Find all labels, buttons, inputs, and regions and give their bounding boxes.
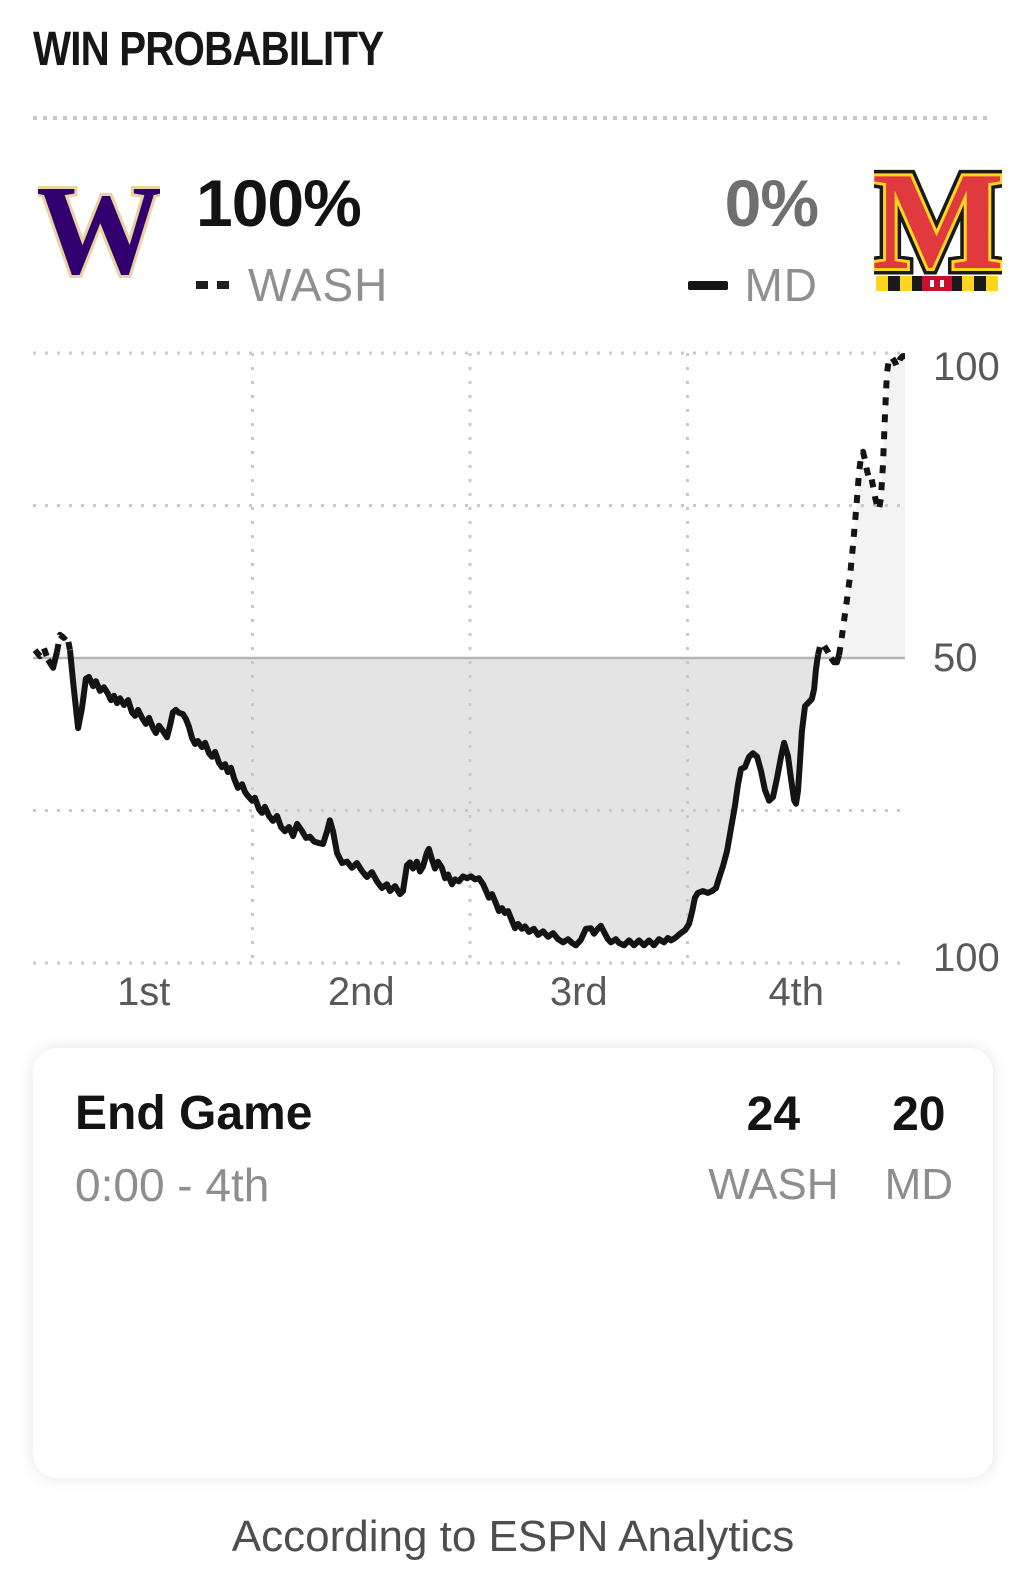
svg-text:50: 50 <box>933 636 978 680</box>
panel-title: WIN PROBABILITY <box>33 23 384 76</box>
md-logo-letter: M <box>874 168 1002 294</box>
md-flag-bar <box>876 276 998 291</box>
wash-logo: W <box>38 183 160 279</box>
score-columns: 24 WASH 20 MD <box>708 1088 953 1210</box>
away-legend: 100% WASH <box>196 166 388 312</box>
md-logo-letter-outline: M <box>874 168 1002 294</box>
win-probability-chart: 1st 2nd 3rd 4th 100 50 100 <box>32 345 1000 1014</box>
svg-text:100: 100 <box>933 936 1000 980</box>
svg-text:4th: 4th <box>768 970 824 1014</box>
home-win-pct: 0% <box>724 166 819 240</box>
play-clock: 0:00 - 4th <box>75 1159 270 1211</box>
away-score-label: WASH <box>708 1160 839 1209</box>
chart-line-dashed <box>32 353 906 661</box>
away-score: 24 <box>746 1088 801 1141</box>
home-legend-key: MD <box>688 258 818 312</box>
svg-text:1st: 1st <box>117 970 170 1014</box>
home-score: 20 <box>892 1088 946 1141</box>
chart-axis-labels: 1st 2nd 3rd 4th 100 50 100 <box>117 345 1000 1014</box>
home-legend: 0% MD <box>688 166 819 312</box>
dotted-divider <box>33 116 993 120</box>
away-win-pct: 100% <box>196 166 362 240</box>
md-logo: M M <box>874 168 1002 294</box>
svg-text:100: 100 <box>933 345 1000 389</box>
away-abbr: WASH <box>248 259 389 311</box>
solid-line-key-icon <box>688 280 729 290</box>
play-title: End Game <box>75 1087 313 1140</box>
dashed-line-key-icon <box>196 281 232 289</box>
svg-text:3rd: 3rd <box>550 970 608 1014</box>
home-abbr: MD <box>744 259 818 311</box>
home-score-column: 20 MD <box>884 1088 953 1210</box>
chart-gridlines <box>33 351 905 965</box>
away-score-column: 24 WASH <box>708 1088 839 1210</box>
svg-text:2nd: 2nd <box>328 970 395 1014</box>
home-score-label: MD <box>884 1160 953 1209</box>
away-legend-key: WASH <box>196 258 388 312</box>
attribution: According to ESPN Analytics <box>231 1512 795 1561</box>
last-play-card[interactable]: End Game 0:00 - 4th 24 WASH 20 MD <box>33 1048 993 1478</box>
chart-line-solid <box>45 649 842 949</box>
wash-logo-letter: W <box>38 183 160 279</box>
